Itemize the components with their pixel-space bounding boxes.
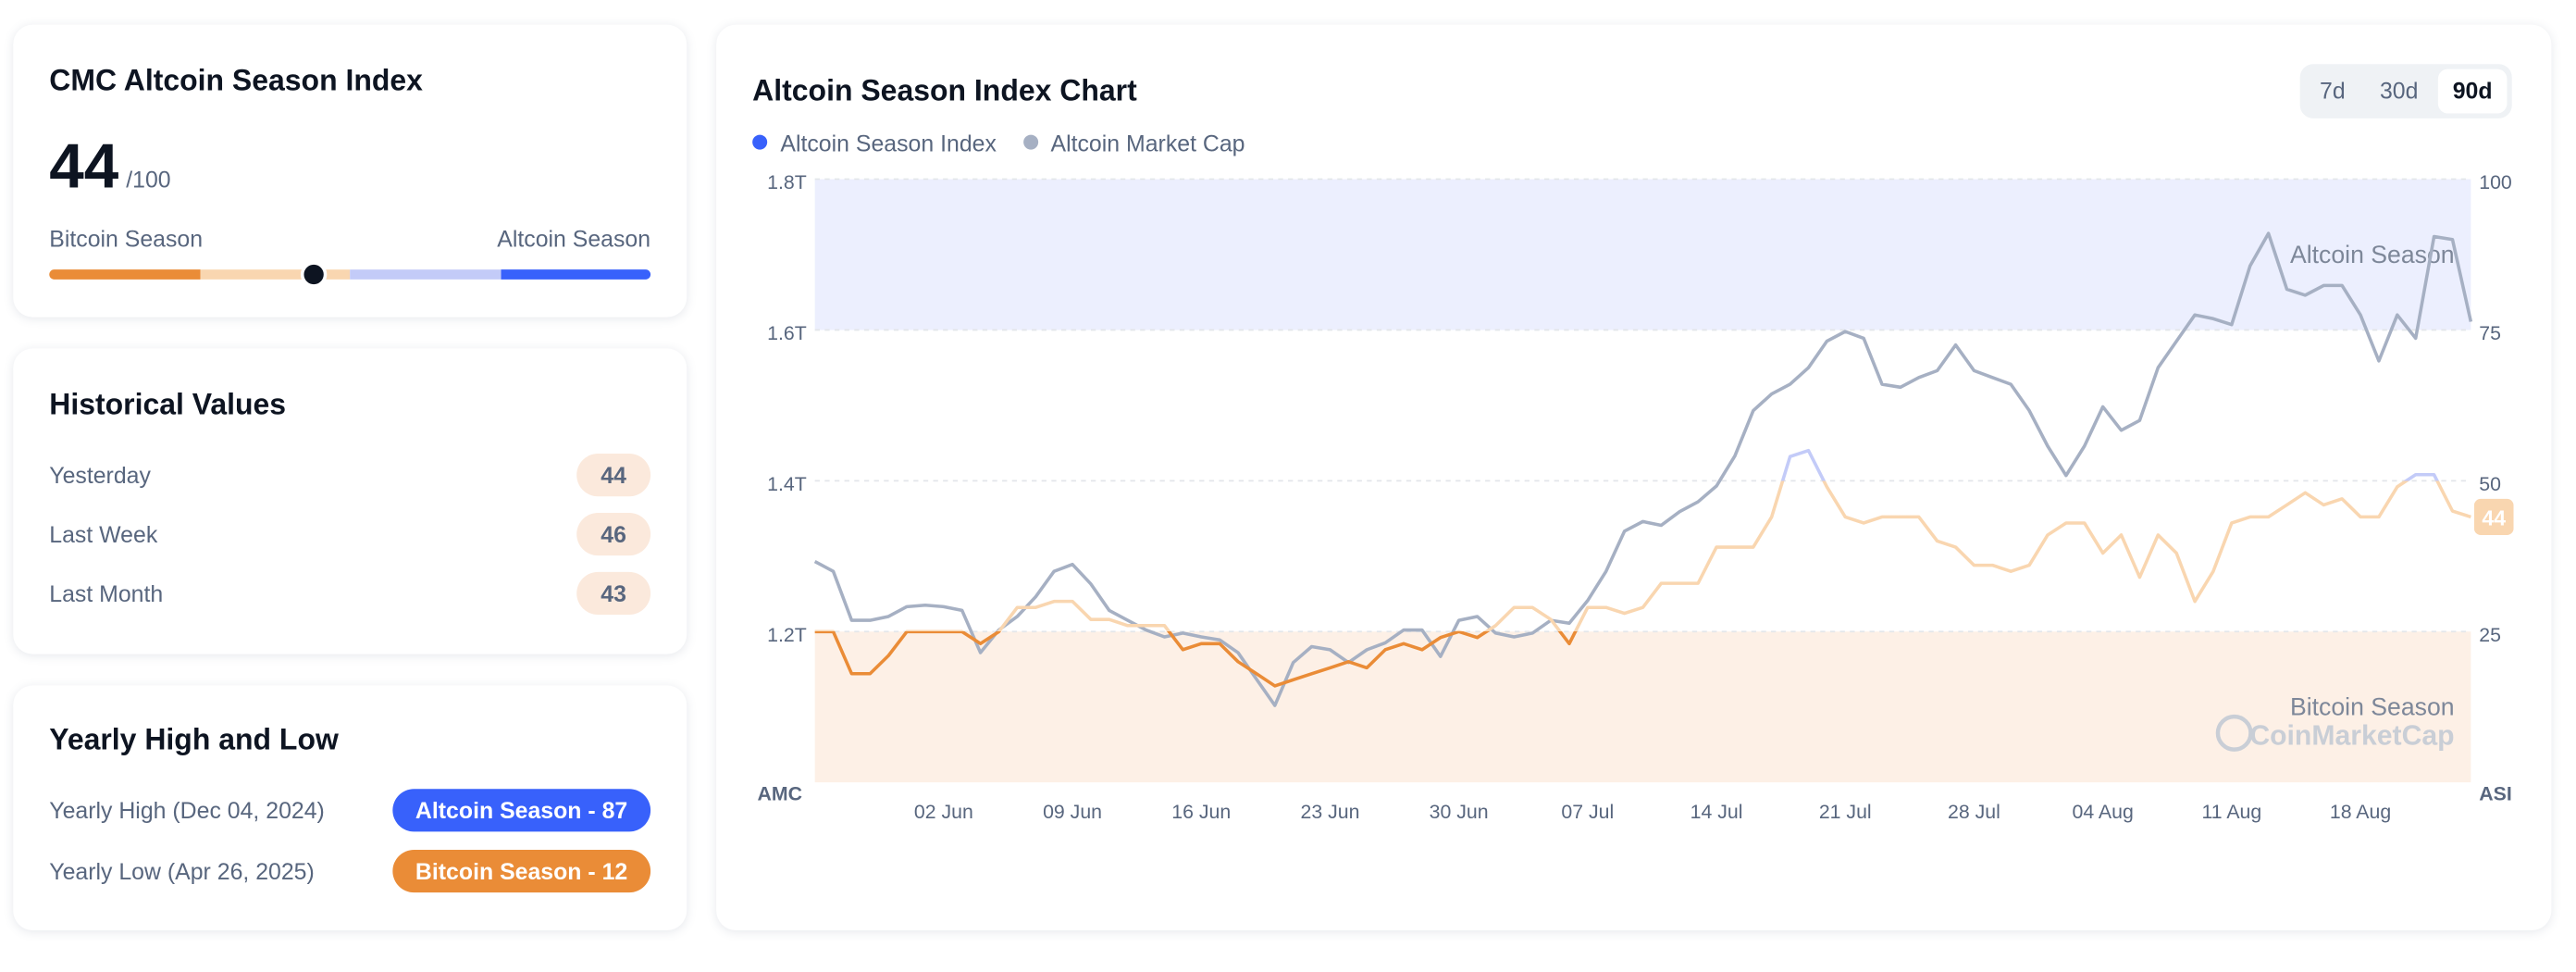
row-label: Yearly Low (Apr 26, 2025): [49, 858, 315, 884]
gauge: [49, 261, 651, 288]
row-date: (Apr 26, 2025): [167, 857, 315, 885]
period-button[interactable]: 90d: [2437, 69, 2508, 114]
legend-label: Altcoin Season Index: [780, 130, 997, 156]
historical-card: Historical Values Yesterday 44 Last Week 46…: [13, 348, 687, 654]
row-title: Yearly Low: [49, 857, 161, 885]
chart-title: Altcoin Season Index Chart: [752, 73, 1137, 107]
chart-card: Altcoin Season Index Chart Altcoin Seaso…: [716, 24, 2552, 930]
gauge-band: [49, 269, 200, 280]
index-value: 44: [49, 132, 119, 203]
row-label: Yesterday: [49, 461, 151, 489]
row-title: Yearly High: [49, 797, 167, 824]
row-label: Yearly High (Dec 04, 2024): [49, 797, 325, 823]
yearly-card: Yearly High and Low Yearly High (Dec 04,…: [13, 685, 687, 930]
season-badge: Altcoin Season - 87: [392, 789, 651, 832]
legend-item: Altcoin Season Index: [752, 130, 997, 156]
gauge-band: [500, 269, 651, 280]
card-title: CMC Altcoin Season Index: [49, 64, 423, 97]
period-switch: 7d 30d 90d: [2299, 64, 2512, 118]
legend-item: Altcoin Market Cap: [1022, 130, 1245, 156]
row-value: 46: [576, 512, 651, 556]
row-value: 44: [576, 454, 651, 497]
index-value-row: 44 /100: [49, 133, 170, 204]
period-button[interactable]: 7d: [2320, 77, 2346, 104]
legend-dot: [1022, 134, 1038, 150]
gauge-left-label: Bitcoin Season: [49, 225, 204, 252]
gauge-band: [199, 269, 351, 280]
row-value: 43: [576, 571, 651, 616]
card-title: Historical Values: [49, 388, 287, 421]
legend: Altcoin Season Index Altcoin Market Cap: [752, 130, 1271, 159]
row-label: Last Week: [49, 520, 158, 548]
legend-label: Altcoin Market Cap: [1050, 130, 1245, 156]
gauge-band: [350, 269, 501, 280]
legend-dot: [752, 134, 768, 150]
period-button[interactable]: 30d: [2379, 77, 2419, 104]
row-date: (Dec 04, 2024): [172, 797, 325, 824]
index-card: CMC Altcoin Season Index 44 /100 Bitcoin…: [13, 24, 687, 318]
index-max: /100: [126, 166, 171, 193]
row-label: Last Month: [49, 579, 164, 607]
gauge-knob: [300, 261, 328, 288]
gauge-right-label: Altcoin Season: [497, 225, 651, 252]
card-title: Yearly High and Low: [49, 723, 339, 756]
season-badge: Bitcoin Season - 12: [392, 849, 651, 893]
